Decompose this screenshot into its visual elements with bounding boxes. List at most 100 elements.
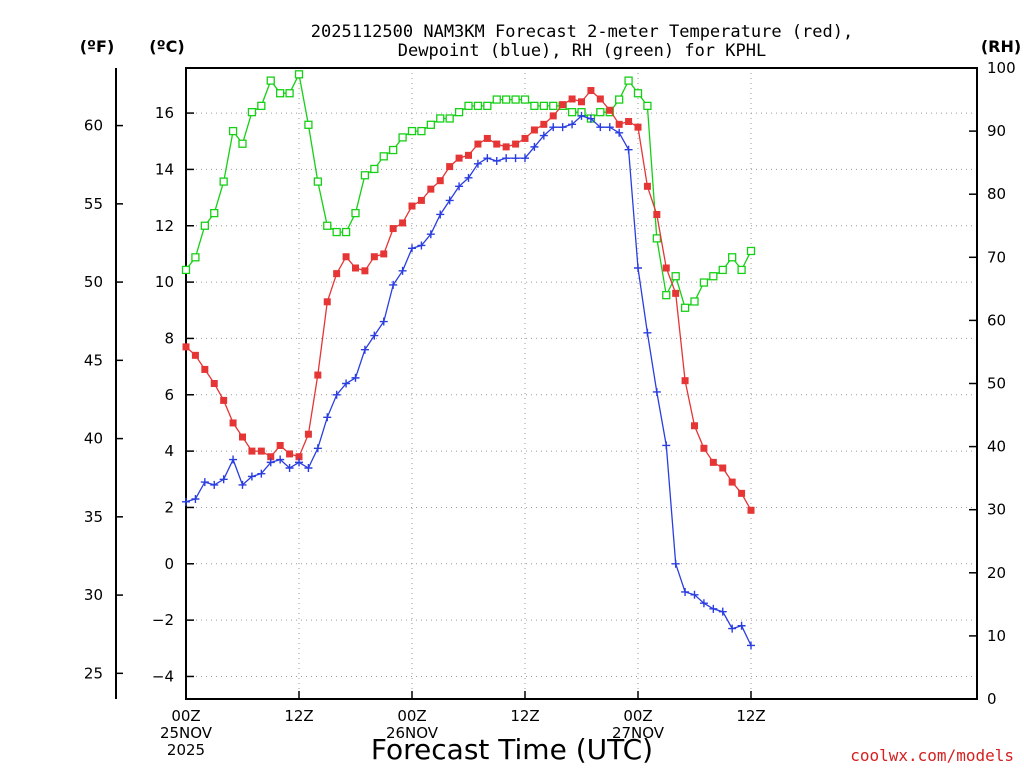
rh-point — [728, 253, 737, 262]
rh-point — [615, 95, 624, 104]
temperature-point — [210, 380, 218, 387]
data-series — [181, 70, 756, 650]
dewpoint-point — [511, 154, 520, 163]
rh-point — [445, 114, 454, 123]
dewpoint-point — [643, 328, 652, 337]
fahrenheit-axis-ticks: 25 30 35 40 45 50 55 60 — [84, 117, 123, 682]
dewpoint-point — [210, 480, 219, 489]
rh-point — [219, 177, 228, 186]
dewpoint-point — [577, 111, 586, 120]
fahrenheit-tick-label: 60 — [84, 117, 103, 135]
temperature-point — [483, 134, 491, 142]
rh-point — [426, 120, 435, 129]
temperature-point — [738, 489, 746, 497]
rh-point — [436, 114, 445, 123]
celsius-tick-label: 16 — [155, 104, 174, 122]
temperature-point — [408, 202, 416, 210]
rh-point — [473, 101, 483, 111]
celsius-tick-label: 8 — [164, 329, 174, 347]
temperature-point — [389, 225, 397, 233]
dewpoint-point — [219, 475, 228, 484]
x-axis-label: Forecast Time (UTC) — [371, 733, 653, 766]
temperature-point — [427, 185, 435, 193]
temperature-point — [662, 264, 670, 272]
rh-point — [596, 108, 605, 117]
fahrenheit-tick-label: 40 — [84, 430, 103, 448]
temperature-point — [512, 140, 520, 148]
temperature-point — [615, 120, 623, 128]
rh-point — [454, 108, 464, 117]
dewpoint-point — [615, 128, 624, 137]
dewpoint-point — [276, 455, 285, 464]
rh-point — [276, 89, 285, 98]
dewpoint-point — [342, 379, 351, 388]
dewpoint-point — [200, 478, 209, 487]
rh-tick-label: 100 — [987, 59, 1016, 77]
dewpoint-point — [417, 241, 426, 250]
temperature-point — [352, 264, 359, 272]
dewpoint-point — [728, 624, 737, 633]
rh-point — [266, 76, 275, 85]
time-tick-label: 12Z — [510, 707, 539, 725]
rh-point — [549, 101, 558, 111]
rh-tick-label: 30 — [987, 501, 1006, 519]
gridlines — [186, 68, 977, 699]
rh-point — [671, 272, 680, 281]
rh-tick-label: 80 — [987, 185, 1006, 203]
celsius-axis-ticks: −4 −2 0 2 4 6 8 10 12 14 16 — [152, 104, 194, 685]
credit-text: coolwx.com/models — [850, 746, 1014, 765]
chart-title-line1: 2025112500 NAM3KM Forecast 2-meter Tempe… — [311, 22, 853, 42]
dewpoint-point — [313, 444, 322, 453]
rh-point — [191, 253, 200, 262]
series-blue — [182, 111, 755, 650]
time-tick-label: 00Z — [171, 707, 200, 725]
temperature-point — [587, 87, 595, 95]
dewpoint-point — [389, 280, 398, 289]
temperature-point — [568, 95, 576, 103]
dewpoint-point — [247, 472, 256, 481]
rh-point — [407, 126, 417, 136]
dewpoint-point — [370, 331, 379, 340]
rh-point — [247, 108, 257, 117]
temperature-point — [493, 140, 501, 148]
dewpoint-point — [295, 458, 303, 467]
rh-tick-label: 40 — [987, 438, 1006, 456]
dewpoint-point — [662, 441, 671, 450]
dewpoint-point — [634, 264, 642, 273]
celsius-tick-label: 2 — [164, 498, 174, 516]
temperature-point — [606, 106, 614, 114]
rh-point — [530, 101, 539, 111]
temperature-point — [474, 140, 482, 148]
temperature-point — [653, 210, 661, 218]
dewpoint-point — [624, 145, 633, 154]
rh-point — [417, 126, 426, 136]
dewpoint-point — [332, 390, 341, 399]
temperature-point — [267, 453, 275, 461]
temperature-point — [220, 396, 228, 404]
temperature-point — [182, 343, 190, 351]
time-tick-label: 12Z — [284, 707, 313, 725]
rh-point — [379, 152, 388, 161]
dewpoint-point — [596, 123, 605, 132]
rh-point — [360, 171, 370, 180]
temperature-point — [643, 182, 651, 190]
dewpoint-point — [492, 156, 501, 165]
temperature-point — [295, 453, 303, 461]
temperature-point — [549, 112, 557, 120]
temperature-point — [446, 163, 454, 171]
celsius-unit-label: (ºC) — [149, 37, 184, 56]
temperature-point — [465, 151, 472, 159]
celsius-tick-label: −2 — [152, 611, 174, 629]
dewpoint-point — [229, 455, 238, 464]
dewpoint-point — [690, 590, 699, 599]
rh-point — [662, 291, 671, 300]
temperature-point — [634, 123, 642, 131]
temperature-point — [719, 464, 727, 472]
rh-tick-label: 50 — [987, 375, 1006, 393]
rh-point — [718, 265, 727, 275]
temperature-point — [323, 298, 331, 306]
rh-point — [680, 303, 690, 312]
plot-frame — [185, 67, 978, 700]
rh-point — [511, 95, 520, 104]
rh-point — [690, 297, 699, 306]
